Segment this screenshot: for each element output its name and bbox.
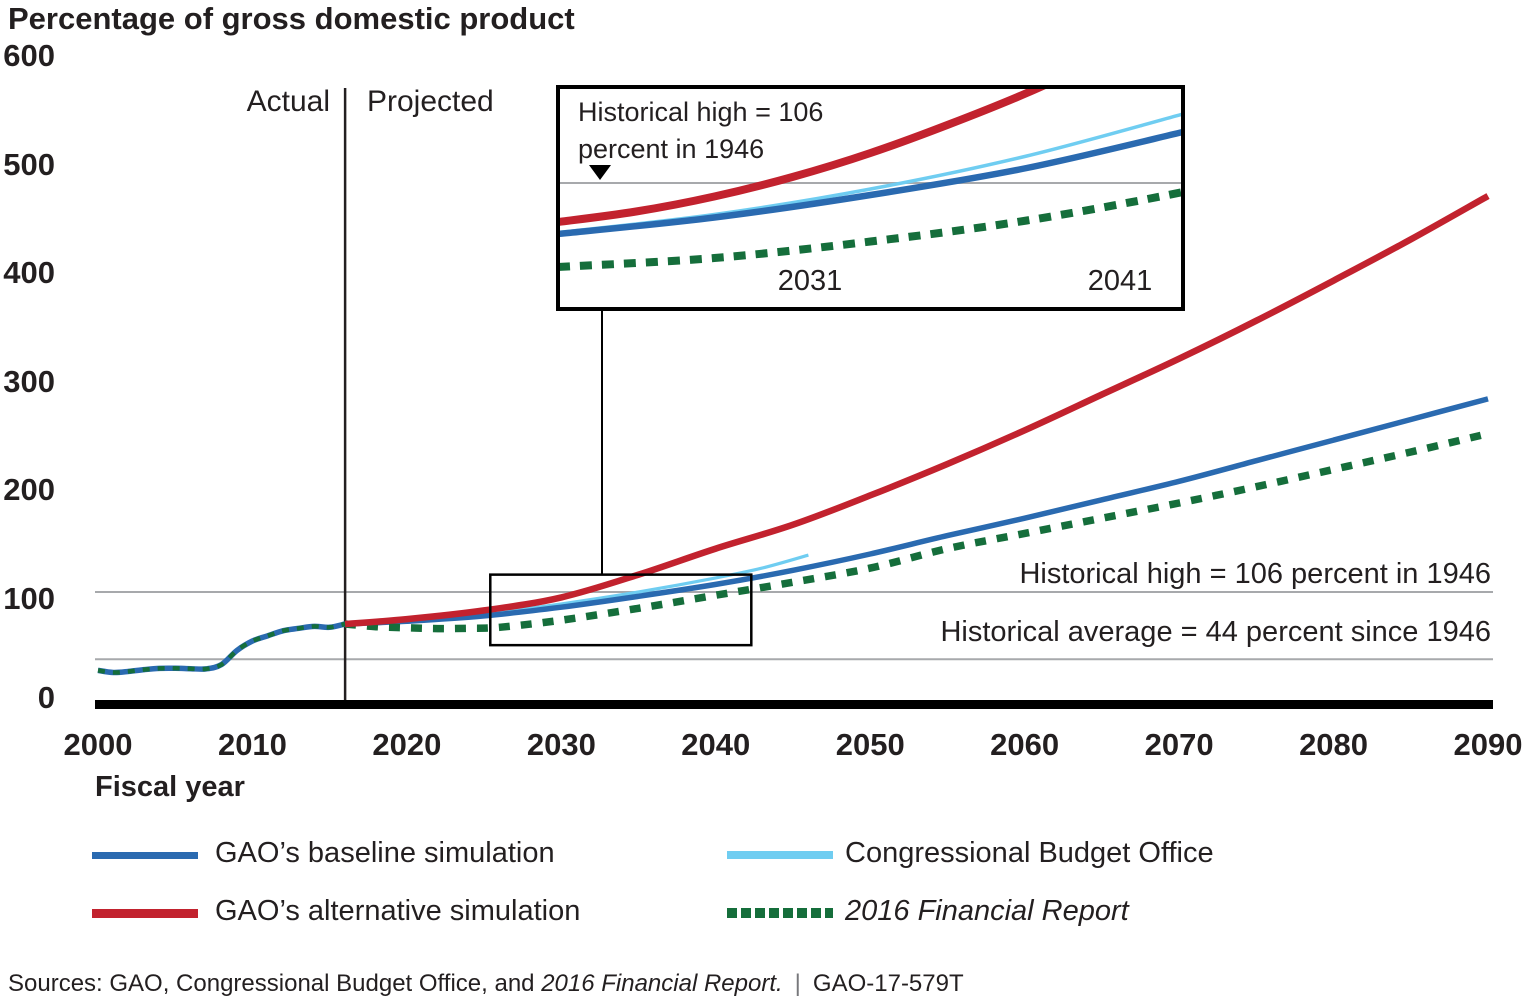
inset-year-label-2031: 2031 xyxy=(777,265,843,297)
y-tick-label-100: 100 xyxy=(3,580,55,616)
source-report-name: 2016 Financial Report. xyxy=(541,970,783,997)
callout-rectangle xyxy=(489,573,753,647)
legend-label-2: GAO’s alternative simulation xyxy=(215,895,581,927)
x-tick-label-2020: 2020 xyxy=(372,727,442,762)
x-tick-label-2030: 2030 xyxy=(526,727,596,762)
x-tick-label-2040: 2040 xyxy=(681,727,751,762)
series-inset-2 xyxy=(560,129,1181,238)
historical-average-annotation: Historical average = 44 percent since 19… xyxy=(940,616,1491,648)
series-financial-report xyxy=(344,429,1489,633)
chart-title: Percentage of gross domestic product xyxy=(8,1,575,36)
x-tick-label-2010: 2010 xyxy=(217,727,287,762)
y-tick-label-300: 300 xyxy=(3,363,55,399)
y-tick-label-500: 500 xyxy=(3,146,55,182)
source-line: Sources: GAO, Congressional Budget Offic… xyxy=(8,970,964,998)
y-tick-label-200: 200 xyxy=(3,472,55,507)
projected-region-label: Projected xyxy=(367,85,494,118)
legend-swatch-2 xyxy=(92,908,198,918)
x-tick-label-2050: 2050 xyxy=(835,727,905,762)
series-gao-baseline xyxy=(344,396,1489,627)
legend-swatch-3 xyxy=(727,908,833,918)
x-axis-baseline xyxy=(95,700,1493,709)
historical-high-annotation: Historical high = 106 percent in 1946 xyxy=(1019,558,1491,590)
legend-swatch-0 xyxy=(92,851,198,859)
y-tick-label-600: 600 xyxy=(3,38,55,73)
legend-label-1: Congressional Budget Office xyxy=(845,837,1214,869)
inset-year-label-2041: 2041 xyxy=(1087,265,1153,297)
series-inset-0 xyxy=(560,89,1046,226)
inset-marker-triangle xyxy=(589,165,611,180)
source-prefix: Sources: GAO, Congressional Budget Offic… xyxy=(8,970,542,997)
x-tick-label-2060: 2060 xyxy=(990,727,1060,762)
x-tick-label-2090: 2090 xyxy=(1453,727,1523,762)
legend-swatch-1 xyxy=(727,851,833,859)
y-tick-label-0: 0 xyxy=(37,680,55,715)
inset-annotation: Historical high = 106 percent in 1946 xyxy=(578,97,824,164)
y-tick-label-400: 400 xyxy=(3,255,55,290)
actual-region-label: Actual xyxy=(246,85,330,118)
source-report-number: GAO-17-579T xyxy=(812,970,964,997)
series-gao-alternative xyxy=(344,193,1490,628)
source-separator: | xyxy=(794,970,801,997)
series-inset-3 xyxy=(560,188,1181,271)
x-tick-label-2080: 2080 xyxy=(1299,727,1369,762)
inset-border xyxy=(556,85,1185,311)
legend-label-3: 2016 Financial Report xyxy=(845,895,1129,927)
x-axis-title: Fiscal year xyxy=(95,771,245,803)
legend-label-0: GAO’s baseline simulation xyxy=(215,837,555,869)
x-tick-label-2000: 2000 xyxy=(63,727,133,762)
series-historical-green-overlay xyxy=(97,621,346,675)
x-tick-label-2070: 2070 xyxy=(1144,727,1214,762)
